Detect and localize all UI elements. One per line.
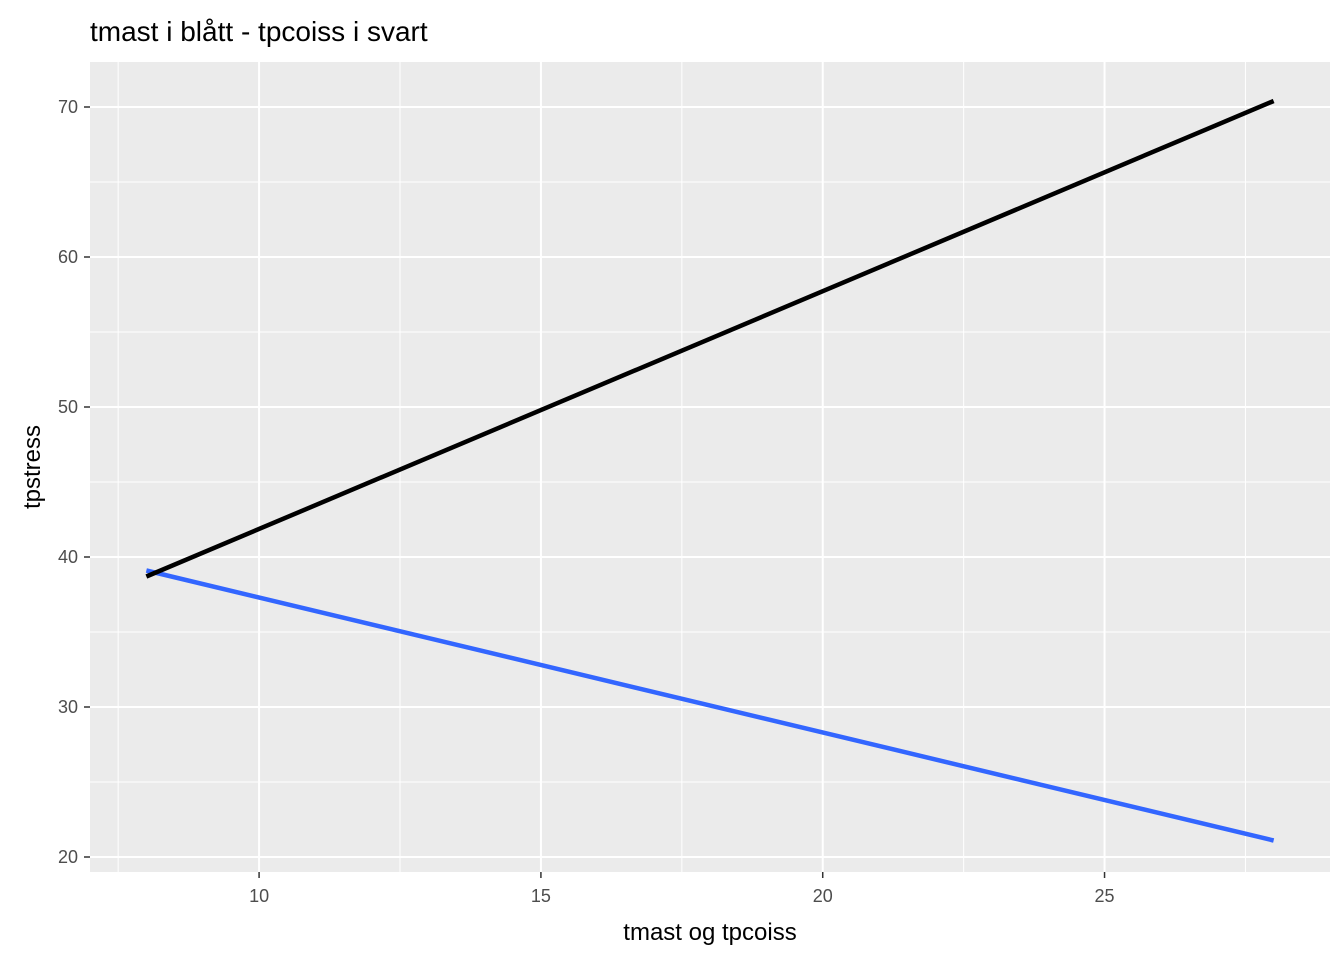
chart-title: tmast i blått - tpcoiss i svart xyxy=(90,16,428,47)
x-tick-label: 20 xyxy=(813,886,833,906)
y-tick-label: 20 xyxy=(58,847,78,867)
y-tick-label: 50 xyxy=(58,397,78,417)
minor-gridlines xyxy=(90,62,1330,872)
y-tick-label: 60 xyxy=(58,247,78,267)
y-tick-label: 70 xyxy=(58,97,78,117)
x-axis-title: tmast og tpcoiss xyxy=(623,919,796,946)
series-layer xyxy=(145,98,1275,843)
y-tick-label: 30 xyxy=(58,697,78,717)
plot-panel xyxy=(90,62,1330,872)
x-tick-label: 15 xyxy=(531,886,551,906)
major-gridlines xyxy=(90,62,1330,872)
x-axis-ticks: 10 15 20 25 xyxy=(249,872,1115,906)
x-tick-label: 10 xyxy=(249,886,269,906)
y-axis-ticks: 20 30 40 50 60 70 xyxy=(58,97,90,867)
x-tick-label: 25 xyxy=(1095,886,1115,906)
y-axis-title: tpstress xyxy=(19,425,46,509)
series-line-blue xyxy=(145,568,1275,843)
y-tick-label: 40 xyxy=(58,547,78,567)
series-line-black xyxy=(145,98,1275,579)
